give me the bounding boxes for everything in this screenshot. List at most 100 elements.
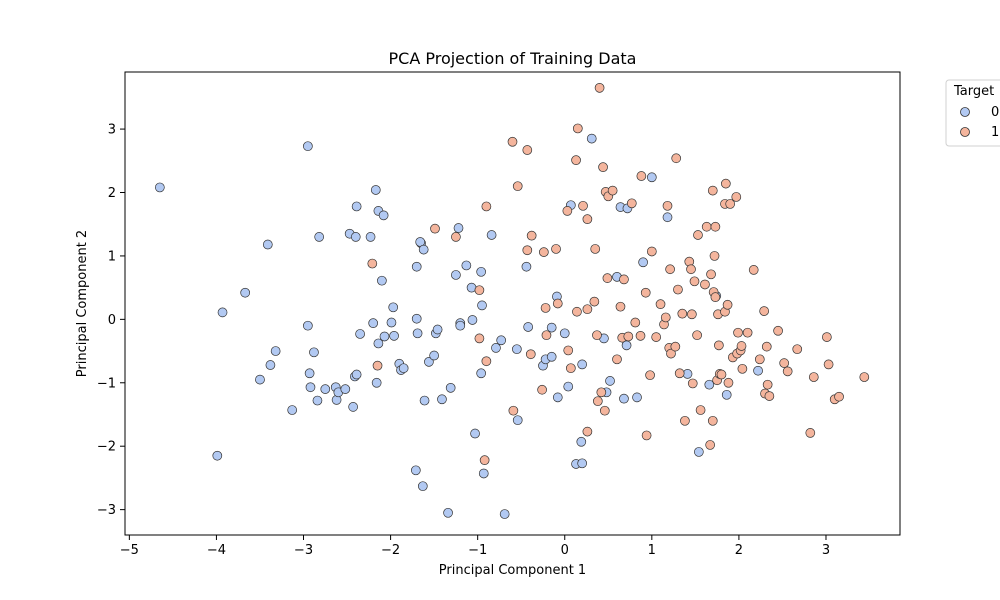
point-target-0 xyxy=(388,302,399,313)
point-target-1 xyxy=(641,430,652,441)
point-target-0 xyxy=(368,318,379,329)
point-target-0 xyxy=(348,402,358,412)
point-target-1 xyxy=(596,387,607,398)
point-target-0 xyxy=(410,465,421,476)
point-target-0 xyxy=(389,330,399,341)
point-target-1 xyxy=(599,405,610,416)
point-target-1 xyxy=(645,370,655,381)
point-target-1 xyxy=(736,341,747,351)
point-target-0 xyxy=(546,351,557,362)
point-target-1 xyxy=(689,276,700,287)
point-target-0 xyxy=(309,347,319,358)
point-target-1 xyxy=(714,340,724,351)
point-target-1 xyxy=(761,341,772,352)
point-target-1 xyxy=(640,287,651,298)
point-target-0 xyxy=(546,322,557,333)
x-axis-label: Principal Component 1 xyxy=(439,563,586,578)
point-target-1 xyxy=(673,284,683,295)
point-target-0 xyxy=(563,381,574,392)
point-target-0 xyxy=(351,369,362,380)
point-target-1 xyxy=(636,171,647,181)
point-target-1 xyxy=(607,185,618,196)
point-target-0 xyxy=(365,232,376,242)
point-target-1 xyxy=(582,214,593,224)
point-target-0 xyxy=(577,458,588,469)
point-target-1 xyxy=(367,258,378,269)
point-target-0 xyxy=(499,509,510,519)
x-tick-label: 1 xyxy=(648,543,656,558)
x-tick-label: 2 xyxy=(735,543,743,558)
point-target-1 xyxy=(598,162,608,172)
plot-area-frame xyxy=(124,71,901,536)
point-target-1 xyxy=(479,455,490,466)
point-target-0 xyxy=(303,141,313,152)
point-target-1 xyxy=(742,327,753,338)
point-target-1 xyxy=(693,230,703,240)
point-target-0 xyxy=(411,313,422,324)
legend-marker-0 xyxy=(960,107,970,117)
point-target-1 xyxy=(731,192,742,202)
point-target-1 xyxy=(859,372,870,382)
point-target-1 xyxy=(686,264,696,275)
point-target-0 xyxy=(262,239,273,250)
point-target-1 xyxy=(759,306,770,316)
point-target-0 xyxy=(552,392,563,403)
points-layer xyxy=(154,83,870,519)
y-tick-label: 2 xyxy=(108,186,116,201)
point-target-1 xyxy=(541,330,552,341)
point-target-1 xyxy=(822,332,832,342)
point-target-0 xyxy=(303,320,313,331)
point-target-1 xyxy=(722,299,733,310)
point-target-1 xyxy=(525,349,536,360)
point-target-1 xyxy=(687,309,697,320)
point-target-0 xyxy=(304,368,315,379)
point-target-0 xyxy=(476,368,487,379)
point-target-0 xyxy=(693,447,704,457)
point-target-1 xyxy=(737,363,748,374)
point-target-0 xyxy=(424,357,434,367)
y-tick-label: 0 xyxy=(108,313,116,328)
x-tick-label: 3 xyxy=(822,543,830,558)
point-target-1 xyxy=(619,274,629,285)
point-target-1 xyxy=(773,325,783,336)
legend-label-1: 1 xyxy=(991,125,999,140)
legend-marker-1 xyxy=(960,127,970,137)
point-target-1 xyxy=(592,330,602,341)
x-tick-label: −5 xyxy=(120,543,139,558)
point-target-1 xyxy=(808,372,819,382)
point-target-1 xyxy=(563,345,574,356)
point-target-1 xyxy=(538,247,549,257)
point-target-1 xyxy=(651,332,662,342)
point-target-1 xyxy=(592,396,603,407)
x-tick-label: −3 xyxy=(294,543,313,558)
point-target-0 xyxy=(523,322,534,332)
point-target-1 xyxy=(537,384,547,395)
point-target-1 xyxy=(707,415,718,426)
point-target-0 xyxy=(418,244,429,255)
point-target-1 xyxy=(655,299,666,309)
point-target-0 xyxy=(419,395,430,406)
point-target-1 xyxy=(615,301,626,312)
point-target-1 xyxy=(526,230,537,241)
point-target-1 xyxy=(552,298,563,309)
y-tick-label: −1 xyxy=(97,376,116,391)
point-target-1 xyxy=(823,359,834,370)
point-target-0 xyxy=(417,481,428,492)
point-target-1 xyxy=(646,246,657,257)
point-target-1 xyxy=(748,265,759,275)
point-target-1 xyxy=(372,360,383,371)
point-target-0 xyxy=(559,328,570,339)
point-target-0 xyxy=(496,335,507,346)
point-target-1 xyxy=(623,331,634,342)
legend-title: Target xyxy=(953,84,994,99)
point-target-0 xyxy=(412,328,423,339)
point-target-1 xyxy=(522,145,533,155)
point-target-0 xyxy=(217,307,228,318)
point-target-0 xyxy=(467,315,478,325)
point-target-1 xyxy=(666,348,676,359)
point-target-0 xyxy=(491,343,501,353)
point-target-1 xyxy=(709,251,720,261)
point-target-0 xyxy=(314,232,325,242)
point-target-0 xyxy=(398,363,409,374)
